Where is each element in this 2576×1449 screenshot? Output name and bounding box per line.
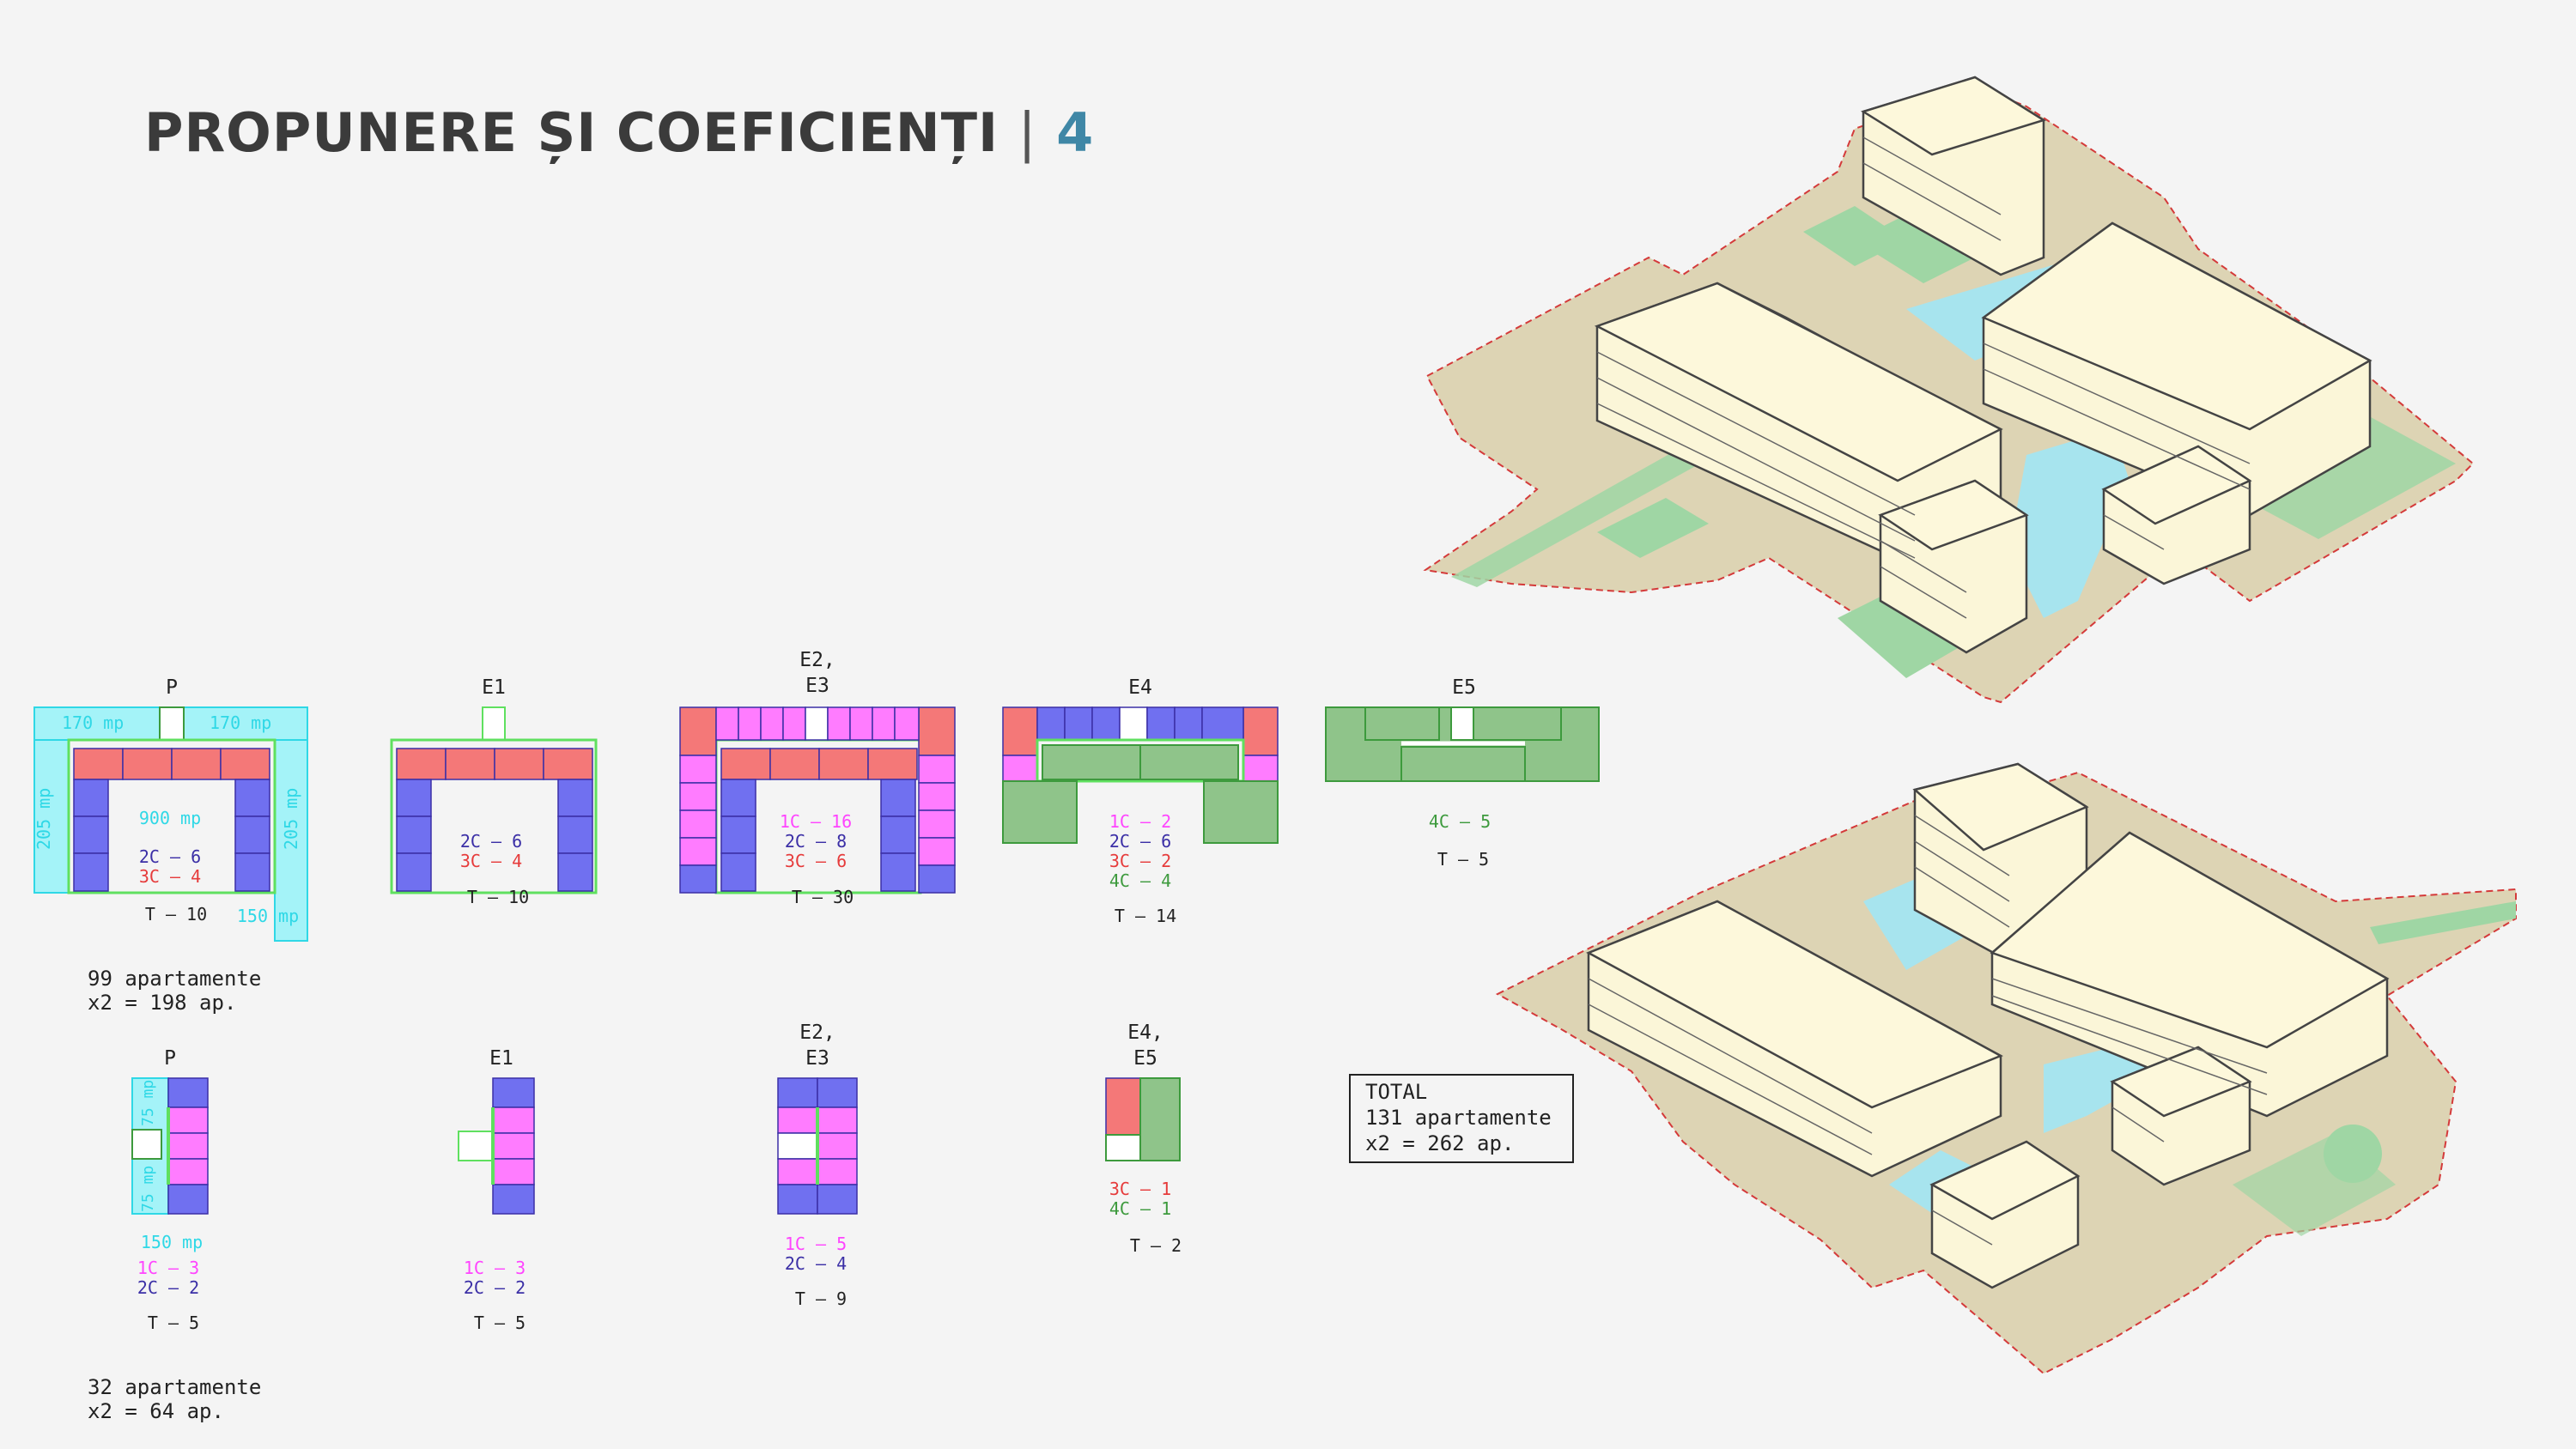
plan-label: E1 [482, 676, 506, 699]
count-total: T – 5 [1437, 849, 1489, 870]
count-total: T – 30 [792, 887, 854, 907]
count-2c: 2C – 2 [464, 1277, 526, 1298]
count-3c: 3C – 2 [1109, 851, 1171, 871]
count-1c: 1C – 2 [1109, 811, 1171, 832]
count-total: T – 2 [1130, 1235, 1182, 1256]
plan-set2-e23: E2, E3 1C – 5 2C – 4 T – 9 [777, 1022, 858, 1309]
plan-set1-e23: E2, E3 1C – 16 2C – 8 3C – 6 T – 30 [679, 649, 956, 907]
total-count: 131 apartamente [1365, 1106, 1552, 1130]
set2-summary-1: 32 apartamente [88, 1375, 261, 1399]
plan-set2-e45: E4, E5 3C – 1 4C – 1 T – 2 [1105, 1022, 1182, 1256]
title-number: 4 [1056, 101, 1095, 164]
plan-set1-p: P 170 mp 170 mp 205 mp 205 mp 900 mp 150… [33, 676, 308, 942]
area-bottom: 150 mp [237, 906, 299, 926]
plan-label-2: E3 [805, 675, 829, 697]
plan-label: E4 [1128, 676, 1152, 699]
count-3c: 3C – 4 [460, 851, 522, 871]
area-center: 900 mp [139, 808, 201, 828]
axonometric-view-top [1423, 76, 2475, 704]
plan-label-2: E5 [1133, 1047, 1157, 1070]
area-top-left: 170 mp [62, 712, 124, 733]
count-3c: 3C – 6 [785, 851, 847, 871]
plan-label: E5 [1452, 676, 1476, 699]
total-label: TOTAL [1365, 1080, 1427, 1104]
plan-label: E1 [489, 1047, 513, 1070]
plan-label-1: E2, [799, 1022, 835, 1044]
area-top: 75 mp [139, 1080, 157, 1126]
count-4c: 4C – 5 [1429, 811, 1491, 832]
total-box: TOTAL 131 apartamente x2 = 262 ap. [1349, 1074, 1574, 1163]
title-main: PROPUNERE ȘI COEFICIENȚI [144, 101, 999, 164]
plan-label-1: E2, [799, 649, 835, 671]
count-1c: 1C – 3 [464, 1258, 526, 1278]
set1-summary-2: x2 = 198 ap. [88, 991, 236, 1015]
count-3c: 3C – 1 [1109, 1179, 1171, 1199]
area-left: 205 mp [33, 788, 54, 850]
total-doubled: x2 = 262 ap. [1365, 1131, 1514, 1155]
title-separator: | [1018, 101, 1037, 164]
plan-label-2: E3 [805, 1047, 829, 1070]
count-4c: 4C – 4 [1109, 870, 1171, 891]
area-right: 205 mp [281, 788, 301, 850]
plan-set2-e1: E1 1C – 3 2C – 2 T – 5 [458, 1047, 535, 1333]
count-total: T – 10 [145, 904, 207, 925]
count-2c: 2C – 2 [137, 1277, 199, 1298]
set2-summary-2: x2 = 64 ap. [88, 1399, 224, 1423]
plan-set1-e4: E4 1C – 2 2C – 6 3C – 2 4C – 4 T – 14 [1002, 676, 1279, 926]
count-total: T – 5 [148, 1313, 199, 1333]
plan-label: P [166, 676, 178, 699]
count-1c: 1C – 5 [785, 1234, 847, 1254]
count-2c: 2C – 6 [139, 846, 201, 867]
count-total: T – 14 [1115, 906, 1176, 926]
count-total: T – 10 [467, 887, 529, 907]
count-4c: 4C – 1 [1109, 1198, 1171, 1219]
count-total: T – 5 [474, 1313, 526, 1333]
count-total: T – 9 [795, 1288, 847, 1309]
count-3c: 3C – 4 [139, 866, 201, 887]
plan-label: P [164, 1047, 176, 1070]
set1-summary-1: 99 apartamente [88, 967, 261, 991]
count-1c: 1C – 3 [137, 1258, 199, 1278]
count-2c: 2C – 4 [785, 1253, 847, 1274]
count-1c: 1C – 16 [780, 811, 852, 832]
area-top-right: 170 mp [210, 712, 271, 733]
page-title: PROPUNERE ȘI COEFICIENȚI | 4 [144, 101, 1094, 164]
plan-label-1: E4, [1127, 1022, 1163, 1044]
count-2c: 2C – 6 [460, 831, 522, 852]
plan-set1-e5: E5 4C – 5 T – 5 [1325, 676, 1600, 870]
count-2c: 2C – 8 [785, 831, 847, 852]
count-2c: 2C – 6 [1109, 831, 1171, 852]
area-total: 150 mp [141, 1232, 203, 1252]
plan-set1-e1: E1 2C – 6 3C – 4 T – 10 [390, 676, 598, 907]
area-bottom: 75 mp [139, 1166, 157, 1212]
axonometric-view-bottom [1495, 762, 2517, 1375]
plan-set2-p: P 75 mp 75 mp 150 mp 1C – 3 2C – 2 T – 5 [131, 1047, 209, 1333]
